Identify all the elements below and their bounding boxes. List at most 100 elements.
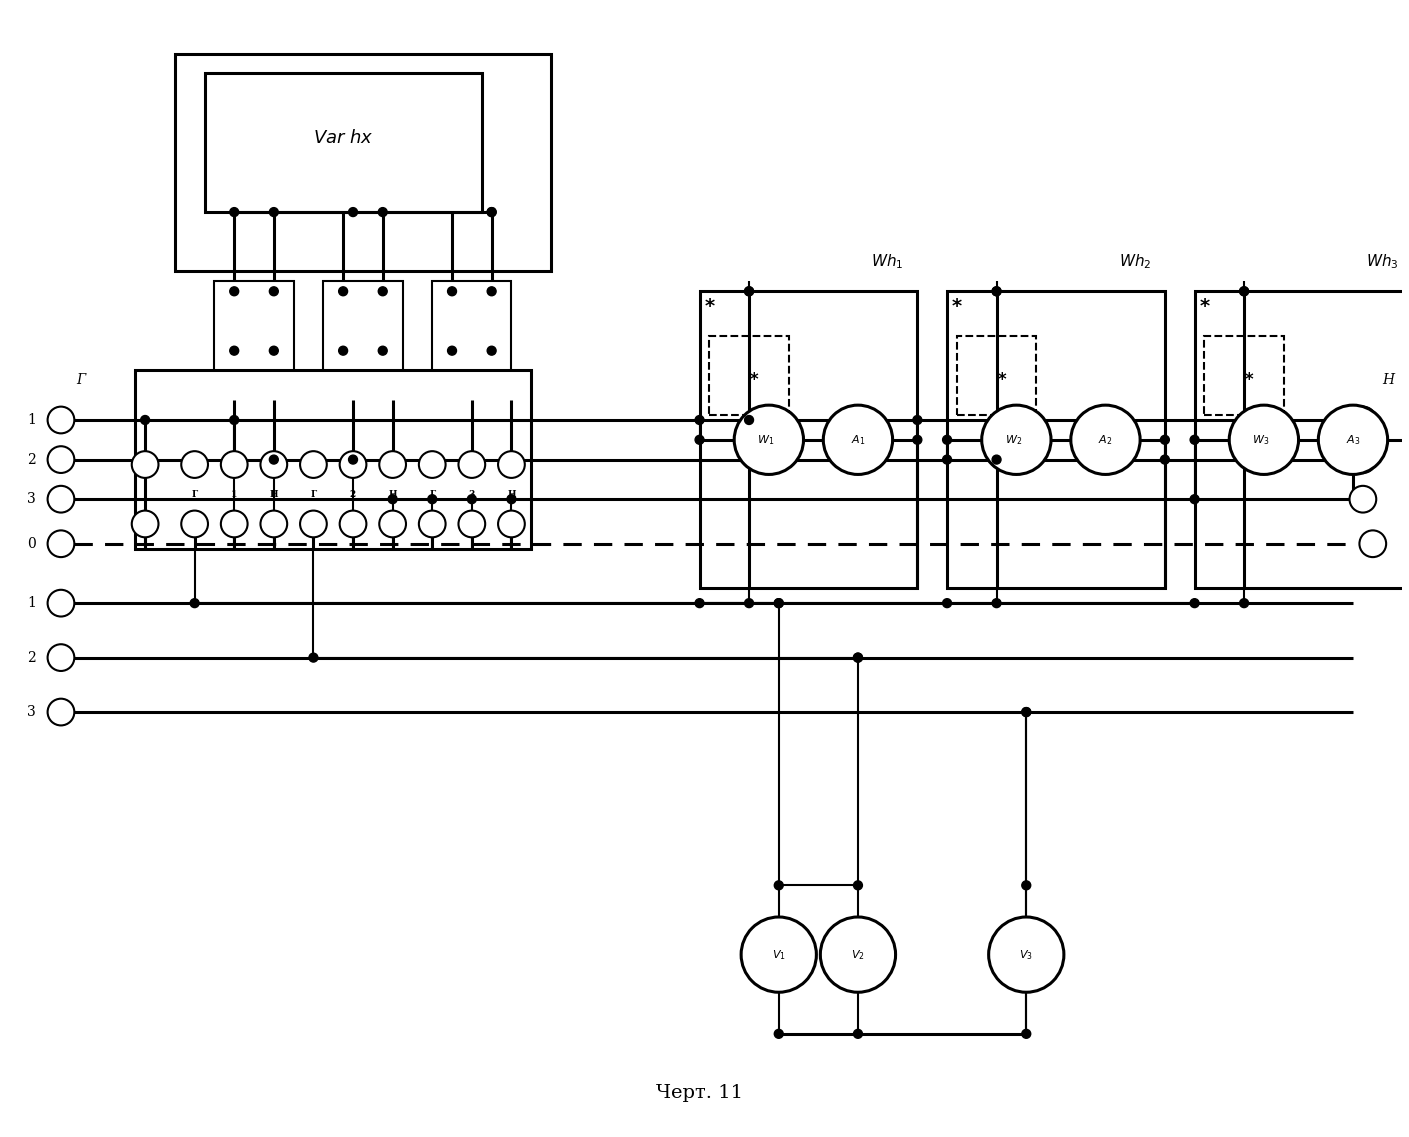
Circle shape <box>820 918 896 993</box>
Circle shape <box>1191 435 1199 445</box>
Circle shape <box>418 451 445 478</box>
Text: 1: 1 <box>231 490 237 499</box>
Text: *: * <box>1244 372 1254 389</box>
Circle shape <box>913 435 921 445</box>
Text: *: * <box>1199 297 1209 316</box>
Circle shape <box>190 599 199 607</box>
Circle shape <box>338 347 348 355</box>
Circle shape <box>992 287 1000 296</box>
Circle shape <box>943 455 951 464</box>
Text: $W_1$: $W_1$ <box>757 433 775 447</box>
Text: *: * <box>704 297 714 316</box>
Circle shape <box>387 495 397 504</box>
Circle shape <box>1240 287 1248 296</box>
Circle shape <box>230 347 238 355</box>
Circle shape <box>468 495 476 504</box>
Circle shape <box>775 881 783 890</box>
Circle shape <box>300 451 327 478</box>
Circle shape <box>1191 599 1199 607</box>
Text: $V_1$: $V_1$ <box>772 948 786 962</box>
Circle shape <box>854 881 862 890</box>
Circle shape <box>221 451 248 478</box>
Text: Г: Г <box>310 490 317 499</box>
Circle shape <box>1240 287 1248 296</box>
Circle shape <box>132 511 158 538</box>
Circle shape <box>448 287 457 296</box>
Text: $A_1$: $A_1$ <box>851 433 865 447</box>
Circle shape <box>378 208 387 216</box>
Circle shape <box>992 287 1000 296</box>
Text: $Wh_3$: $Wh_3$ <box>1367 252 1399 272</box>
Text: 2: 2 <box>27 453 37 466</box>
Circle shape <box>1161 455 1169 464</box>
Text: $V_3$: $V_3$ <box>1019 948 1033 962</box>
Circle shape <box>1022 881 1031 890</box>
Bar <box>710 335 789 415</box>
Circle shape <box>992 599 1000 607</box>
Circle shape <box>734 405 803 474</box>
Circle shape <box>497 451 524 478</box>
Text: 2: 2 <box>27 650 37 665</box>
Circle shape <box>458 451 485 478</box>
Circle shape <box>1350 407 1377 433</box>
Circle shape <box>221 511 248 538</box>
Circle shape <box>309 653 318 662</box>
Circle shape <box>379 451 406 478</box>
Text: $V_2$: $V_2$ <box>851 948 865 962</box>
Bar <box>1205 335 1284 415</box>
Circle shape <box>448 347 457 355</box>
Circle shape <box>418 511 445 538</box>
Circle shape <box>348 208 358 216</box>
Circle shape <box>775 599 783 607</box>
Text: Н: Н <box>269 490 278 499</box>
Circle shape <box>428 495 437 504</box>
Circle shape <box>230 287 238 296</box>
Text: 3: 3 <box>469 490 475 499</box>
Circle shape <box>132 451 158 478</box>
Bar <box>947 291 1165 588</box>
Circle shape <box>744 287 754 296</box>
Circle shape <box>1240 599 1248 607</box>
Circle shape <box>1022 1029 1031 1038</box>
Circle shape <box>182 511 209 538</box>
Bar <box>175 53 551 272</box>
Circle shape <box>269 287 279 296</box>
Circle shape <box>775 1029 783 1038</box>
Text: Г: Г <box>192 490 197 499</box>
Circle shape <box>269 208 279 216</box>
Circle shape <box>1319 405 1388 474</box>
Circle shape <box>230 208 238 216</box>
Text: *: * <box>952 297 962 316</box>
Text: 1: 1 <box>27 413 37 428</box>
Circle shape <box>1360 530 1386 557</box>
Circle shape <box>348 455 358 464</box>
Circle shape <box>488 208 496 216</box>
Circle shape <box>854 653 862 662</box>
Text: Н: Н <box>1382 373 1395 388</box>
Circle shape <box>1071 405 1140 474</box>
Text: $A_2$: $A_2$ <box>1098 433 1113 447</box>
Circle shape <box>48 645 75 671</box>
Circle shape <box>695 435 704 445</box>
Circle shape <box>182 451 209 478</box>
Circle shape <box>340 451 366 478</box>
Bar <box>135 371 531 549</box>
Circle shape <box>1191 495 1199 504</box>
Bar <box>204 74 482 213</box>
Bar <box>1195 291 1409 588</box>
Circle shape <box>775 599 783 607</box>
Circle shape <box>943 435 951 445</box>
Text: *: * <box>998 372 1006 389</box>
Circle shape <box>48 485 75 513</box>
Text: Н: Н <box>507 490 516 499</box>
Circle shape <box>823 405 893 474</box>
Circle shape <box>379 511 406 538</box>
Text: $Var\ hx$: $Var\ hx$ <box>313 128 373 147</box>
Text: Г: Г <box>430 490 435 499</box>
Circle shape <box>989 918 1064 993</box>
Circle shape <box>1350 446 1377 473</box>
Circle shape <box>378 347 387 355</box>
Circle shape <box>1229 405 1299 474</box>
Circle shape <box>854 653 862 662</box>
Circle shape <box>48 407 75 433</box>
